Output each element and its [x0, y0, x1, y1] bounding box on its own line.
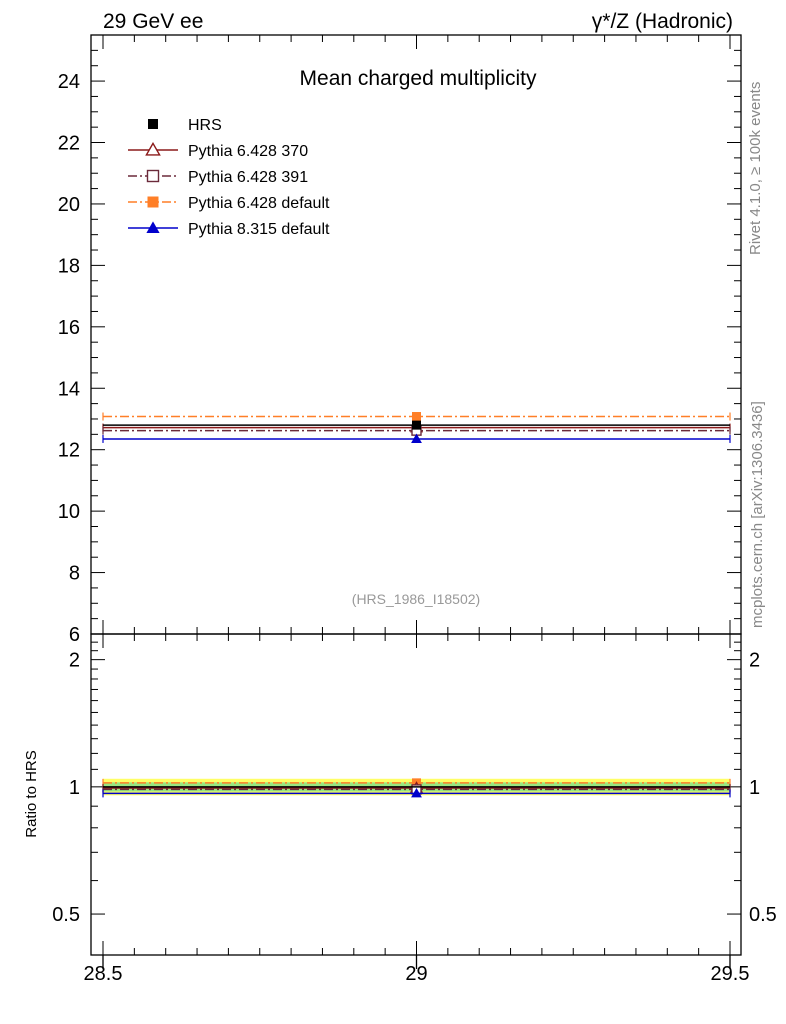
ratio-point [411, 787, 422, 798]
x-ticklabels: 28.5 29 29.5 [84, 963, 750, 985]
ratio-series [102, 778, 731, 798]
x-tick-label: 29 [405, 963, 427, 985]
y-tick-label: 18 [58, 255, 80, 277]
y-tick-label: 24 [58, 71, 80, 93]
main-panel: 6 8 10 12 14 16 18 20 22 24 Mean charged multipli… [58, 34, 742, 646]
rivet-label: Rivet 4.1.0, ≥ 100k events [747, 82, 764, 255]
y-tick-label: 20 [58, 194, 80, 216]
legend-label: Pythia 6.428 default [188, 195, 330, 212]
legend-label: Pythia 6.428 391 [188, 169, 308, 186]
y-tick-label: 12 [58, 440, 80, 462]
legend-marker [148, 119, 158, 129]
main-title: Mean charged multiplicity [300, 67, 537, 90]
series-point [411, 433, 422, 443]
legend-marker [145, 141, 161, 156]
ratio-ylabel: Ratio to HRS [23, 750, 40, 838]
series-point [412, 420, 421, 430]
x-tick-label: 28.5 [84, 963, 123, 985]
ratio-ticks: 0.5 0.5 1 1 2 2 [52, 633, 777, 969]
y-tick-label: 14 [58, 378, 80, 400]
ratio-y-tick-label-left: 0.5 [52, 904, 80, 926]
y-tick-label: 8 [69, 563, 80, 585]
header-right: γ*/Z (Hadronic) [592, 10, 733, 33]
series-point [412, 412, 421, 422]
header-left: 29 GeV ee [103, 10, 203, 33]
y-tick-label: 16 [58, 317, 80, 339]
analysis-annotation: (HRS_1986_I18502) [352, 591, 480, 607]
y-tick-label: 10 [58, 501, 80, 523]
legend-label: Pythia 6.428 370 [188, 143, 308, 160]
legend-marker [146, 221, 160, 233]
ratio-y-tick-label-left: 1 [69, 777, 80, 799]
x-tick-label: 29.5 [711, 963, 750, 985]
ratio-y-tick-label-right: 0.5 [749, 904, 777, 926]
legend-label: Pythia 8.315 default [188, 221, 330, 238]
ratio-panel: 0.5 0.5 1 1 2 2 Ratio to HRS 28.5 29 29.5 [23, 633, 777, 985]
legend-label: HRS [188, 117, 222, 134]
y-tick-label: 6 [69, 624, 80, 646]
legend: HRS Pythia 6.428 370 Pythia 6.428 391 Pythi… [128, 117, 330, 238]
mcplots-label: mcplots.cern.ch [arXiv:1306.3436] [749, 401, 766, 628]
ratio-y-tick-label-left: 2 [69, 650, 80, 672]
main-ticks: 6 8 10 12 14 16 18 20 22 24 [58, 34, 741, 646]
legend-marker [147, 196, 159, 208]
ratio-y-tick-label-right: 1 [749, 777, 760, 799]
main-series [102, 412, 731, 443]
legend-marker [146, 169, 160, 183]
ratio-y-tick-label-right: 2 [749, 650, 760, 672]
y-tick-label: 22 [58, 133, 80, 155]
